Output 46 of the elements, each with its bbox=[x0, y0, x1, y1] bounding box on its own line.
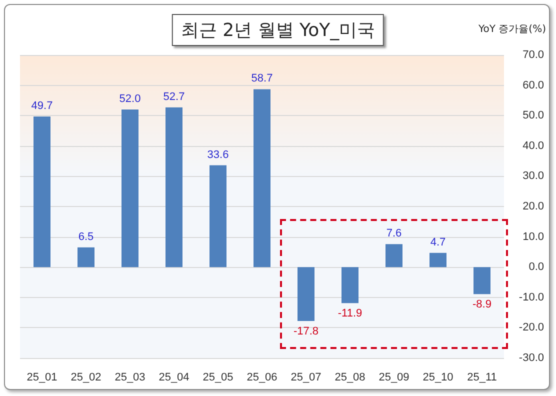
bar bbox=[78, 247, 94, 268]
x-tick-label: 25_08 bbox=[334, 372, 366, 384]
x-tick-label: 25_02 bbox=[70, 372, 102, 384]
y-tick-label: 0.0 bbox=[528, 261, 544, 274]
y-tick-label: 60.0 bbox=[522, 79, 544, 92]
x-tick-label: 25_05 bbox=[202, 372, 234, 384]
data-label: -17.8 bbox=[293, 326, 319, 338]
data-label: -11.9 bbox=[338, 308, 362, 320]
x-tick-label: 25_09 bbox=[378, 372, 410, 384]
x-tick-label: 25_06 bbox=[246, 372, 278, 384]
data-label: 6.5 bbox=[78, 230, 94, 243]
bar bbox=[430, 252, 446, 268]
bar bbox=[342, 267, 358, 304]
y-tick-label: -10.0 bbox=[518, 291, 544, 304]
bar bbox=[210, 165, 226, 268]
y-axis-title: YoY 증가율(%) bbox=[478, 23, 546, 36]
bar bbox=[254, 89, 270, 268]
x-tick-label: 25_10 bbox=[422, 372, 454, 384]
data-label: 49.7 bbox=[31, 100, 53, 112]
x-tick-label: 25_11 bbox=[467, 372, 497, 384]
x-tick-label: 25_07 bbox=[290, 372, 322, 384]
y-tick-label: 70.0 bbox=[522, 49, 544, 61]
data-label: 7.6 bbox=[386, 228, 402, 240]
data-label: -8.9 bbox=[472, 298, 492, 311]
y-tick-label: 40.0 bbox=[522, 140, 544, 152]
x-tick-label: 25_03 bbox=[114, 372, 146, 384]
data-label: 52.7 bbox=[163, 90, 185, 103]
y-tick-label: -30.0 bbox=[518, 352, 544, 364]
data-label: 33.6 bbox=[207, 148, 229, 161]
bar bbox=[386, 244, 402, 268]
data-label: 4.7 bbox=[430, 236, 446, 248]
y-tick-label: 10.0 bbox=[522, 230, 544, 243]
x-tick-label: 25_04 bbox=[158, 372, 190, 384]
bar bbox=[122, 110, 138, 268]
data-label: 52.0 bbox=[119, 93, 141, 106]
bar bbox=[474, 267, 490, 294]
bar bbox=[34, 116, 50, 268]
bar bbox=[166, 107, 182, 268]
x-tick-label: 25_01 bbox=[26, 372, 58, 384]
y-tick-label: 50.0 bbox=[522, 110, 544, 122]
y-tick-label: -20.0 bbox=[518, 322, 544, 334]
chart-title: 최근 2년 월별 YoY_미국 bbox=[172, 14, 384, 46]
y-tick-label: 30.0 bbox=[522, 170, 544, 182]
data-label: 58.7 bbox=[251, 72, 273, 85]
y-tick-label: 20.0 bbox=[522, 200, 544, 212]
bar bbox=[298, 267, 314, 322]
